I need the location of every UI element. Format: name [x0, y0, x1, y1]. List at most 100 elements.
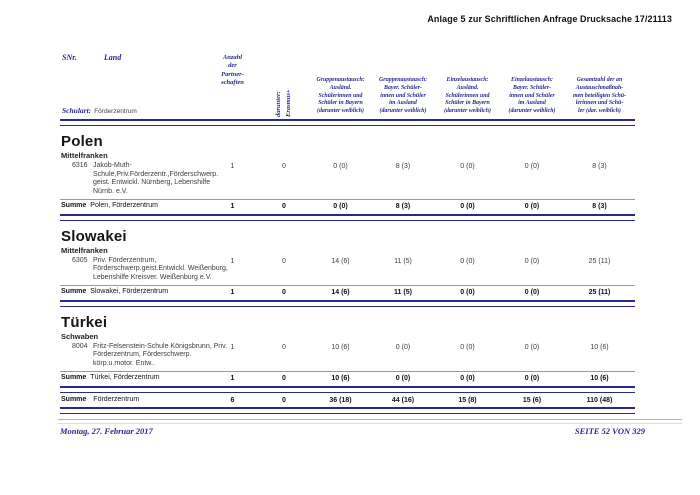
header-gruppenaustausch-bayern: Gruppenaustausch: Bayer. Schüler- innen …	[378, 77, 428, 115]
table-header-name-column: SNr. Land Schulart: Förderzentrum	[60, 53, 207, 117]
cell-erasmus: 0	[282, 203, 286, 211]
cell-gruppe-bayern: 0 (0)	[395, 343, 411, 351]
cell-erasmus: 0	[282, 375, 286, 383]
cell-einzel-bayern: 0 (0)	[524, 257, 540, 265]
cell-gruppe-ausland: 14 (6)	[331, 257, 350, 265]
cell-gruppe-bayern: 8 (3)	[395, 203, 411, 211]
cell-gesamt: 25 (11)	[588, 289, 611, 297]
cell-partnerschaften: 1	[230, 163, 235, 170]
country-heading: Slowakei	[61, 227, 127, 245]
table-header-row: SNr. Land Schulart: Förderzentrum Anzahl …	[60, 53, 635, 119]
table-row-summe: Summe Slowakei, Förderzentrum 1 0 14 (6)…	[60, 285, 635, 300]
cell-einzel-ausland: 0 (0)	[460, 289, 475, 297]
cell-einzel-ausland: 0 (0)	[460, 203, 475, 211]
table-row-summe: Summe Polen, Förderzentrum 1 0 0 (0) 8 (…	[60, 199, 635, 214]
summe-label: Summe	[61, 374, 87, 382]
header-erasmus: darunter: Erasmus+	[258, 53, 310, 117]
cell-gesamt: 25 (11)	[588, 257, 611, 265]
cell-partnerschaften: 1	[230, 203, 235, 211]
summe-name-cell: Summe Türkei, Förderzentrum	[60, 374, 207, 383]
header-einzelaustausch-bayern: Einzelaustausch: Bayer. Schüler- innen u…	[508, 77, 556, 115]
cell-einzel-ausland: 0 (0)	[460, 375, 475, 383]
cell-einzel-ausland: 15 (8)	[458, 396, 477, 404]
cell-gesamt: 10 (6)	[590, 343, 609, 351]
cell-gesamt: 8 (3)	[592, 203, 607, 211]
summe-name-cell: Summe Polen, Förderzentrum	[60, 202, 207, 211]
table-row-school: 8004 Fritz-Felsenstein-Schule Königsbrun…	[60, 343, 635, 369]
section-slowakei: Slowakei Mittelfranken 6305 Priv. Förder…	[60, 228, 635, 307]
header-gesamtzahl: Gesamtzahl der an Austauschmaßnah- men b…	[572, 77, 627, 115]
cell-einzel-ausland: 0 (0)	[460, 343, 475, 351]
section-tuerkei: Türkei Schwaben 8004 Fritz-Felsenstein-S…	[60, 314, 635, 393]
region-heading: Schwaben	[61, 331, 99, 341]
cell-gesamt: 10 (6)	[590, 375, 609, 383]
cell-partnerschaften: 1	[230, 289, 235, 297]
cell-erasmus: 0	[282, 257, 286, 265]
header-erasmus-rotated-label: darunter: Erasmus+	[275, 89, 292, 117]
cell-gruppe-bayern: 11 (5)	[394, 257, 412, 265]
cell-gesamt: 8 (3)	[592, 163, 607, 170]
cell-gesamt: 110 (48)	[586, 396, 613, 404]
cell-einzel-bayern: 0 (0)	[524, 343, 540, 351]
cell-einzel-bayern: 0 (0)	[524, 203, 540, 211]
cell-einzel-bayern: 0 (0)	[524, 375, 540, 383]
header-partnerschaften: Anzahl der Partner- schaften	[221, 54, 244, 87]
header-snr-land: SNr. Land	[60, 53, 207, 62]
cell-einzel-ausland: 0 (0)	[460, 257, 475, 265]
summe-name: Polen, Förderzentrum	[90, 202, 158, 210]
region-heading: Mittelfranken	[61, 245, 108, 255]
header-gruppenaustausch-ausland: Gruppenaustausch: Ausländ. Schülerinnen …	[316, 77, 365, 115]
country-heading: Türkei	[61, 313, 108, 331]
school-name: Jakob-Muth- Schule,Priv.Förderzentr.,För…	[93, 162, 219, 195]
cell-gruppe-ausland: 36 (18)	[329, 396, 352, 404]
section-rule	[60, 213, 635, 221]
school-name: Fritz-Felsenstein-Schule Königsbrunn, Pr…	[93, 342, 228, 367]
summe-name: Slowakei, Förderzentrum	[90, 288, 169, 296]
cell-gruppe-bayern: 11 (5)	[394, 289, 412, 297]
table-row-summe: Summe Türkei, Förderzentrum 1 0 10 (6) 0…	[60, 371, 635, 386]
cell-gruppe-ausland: 0 (0)	[333, 163, 348, 170]
cell-gruppe-ausland: 10 (6)	[331, 375, 350, 383]
header-snr-label: SNr.	[62, 53, 77, 62]
header-rule	[60, 119, 635, 126]
cell-einzel-bayern: 15 (6)	[522, 396, 542, 404]
summe-name-cell: Summe Slowakei, Förderzentrum	[60, 288, 207, 297]
table-row-grand-total: Summe Förderzentrum 6 0 36 (18) 44 (16) …	[60, 393, 635, 408]
school-number: 6316	[72, 162, 88, 169]
summe-name: Türkei, Förderzentrum	[90, 374, 160, 382]
table-row-school: 6305 Priv. Förderzentrum, Förderschwerp.…	[60, 257, 635, 283]
header-einzelaustausch-ausland: Einzelaustausch: Ausländ. Schülerinnen u…	[444, 77, 491, 115]
schulart-row: Schulart: Förderzentrum	[60, 106, 207, 117]
cell-gruppe-ausland: 14 (6)	[331, 289, 350, 297]
section-rule	[60, 385, 635, 393]
cell-partnerschaften: 1	[230, 343, 235, 351]
school-name-cell: 6316 Jakob-Muth- Schule,Priv.Förderzentr…	[60, 162, 218, 196]
cell-gruppe-bayern: 8 (3)	[395, 163, 411, 170]
school-number: 6305	[72, 256, 88, 264]
cell-gruppe-bayern: 44 (16)	[391, 396, 415, 404]
school-name-cell: 8004 Fritz-Felsenstein-Schule Königsbrun…	[60, 342, 227, 369]
section-polen: Polen Mittelfranken 6316 Jakob-Muth- Sch…	[60, 133, 635, 221]
summe-name-cell: Summe Förderzentrum	[60, 396, 207, 405]
summe-label: Summe	[61, 288, 87, 296]
summe-name: Förderzentrum	[93, 395, 140, 403]
summe-label: Summe	[61, 202, 87, 210]
cell-partnerschaften: 1	[230, 257, 235, 265]
grand-total-rule	[60, 407, 635, 415]
school-number: 8004	[72, 342, 88, 350]
summe-label: Summe	[61, 395, 87, 403]
school-name: Priv. Förderzentrum, Förderschwerp.geist…	[93, 256, 228, 281]
cell-erasmus: 0	[282, 289, 286, 297]
table-row-school: 6316 Jakob-Muth- Schule,Priv.Förderzentr…	[60, 162, 635, 196]
footer-date: Montag, 27. Februar 2017	[60, 426, 153, 436]
cell-erasmus: 0	[282, 396, 286, 404]
page-footer: Montag, 27. Februar 2017 SEITE 52 VON 32…	[58, 419, 682, 436]
country-heading: Polen	[61, 133, 103, 150]
cell-erasmus: 0	[282, 163, 286, 170]
cell-gruppe-ausland: 10 (6)	[331, 343, 350, 351]
cell-gruppe-bayern: 0 (0)	[395, 375, 411, 383]
school-name-cell: 6305 Priv. Förderzentrum, Förderschwerp.…	[60, 256, 228, 283]
cell-einzel-bayern: 0 (0)	[524, 289, 540, 297]
region-heading: Mittelfranken	[61, 151, 108, 160]
